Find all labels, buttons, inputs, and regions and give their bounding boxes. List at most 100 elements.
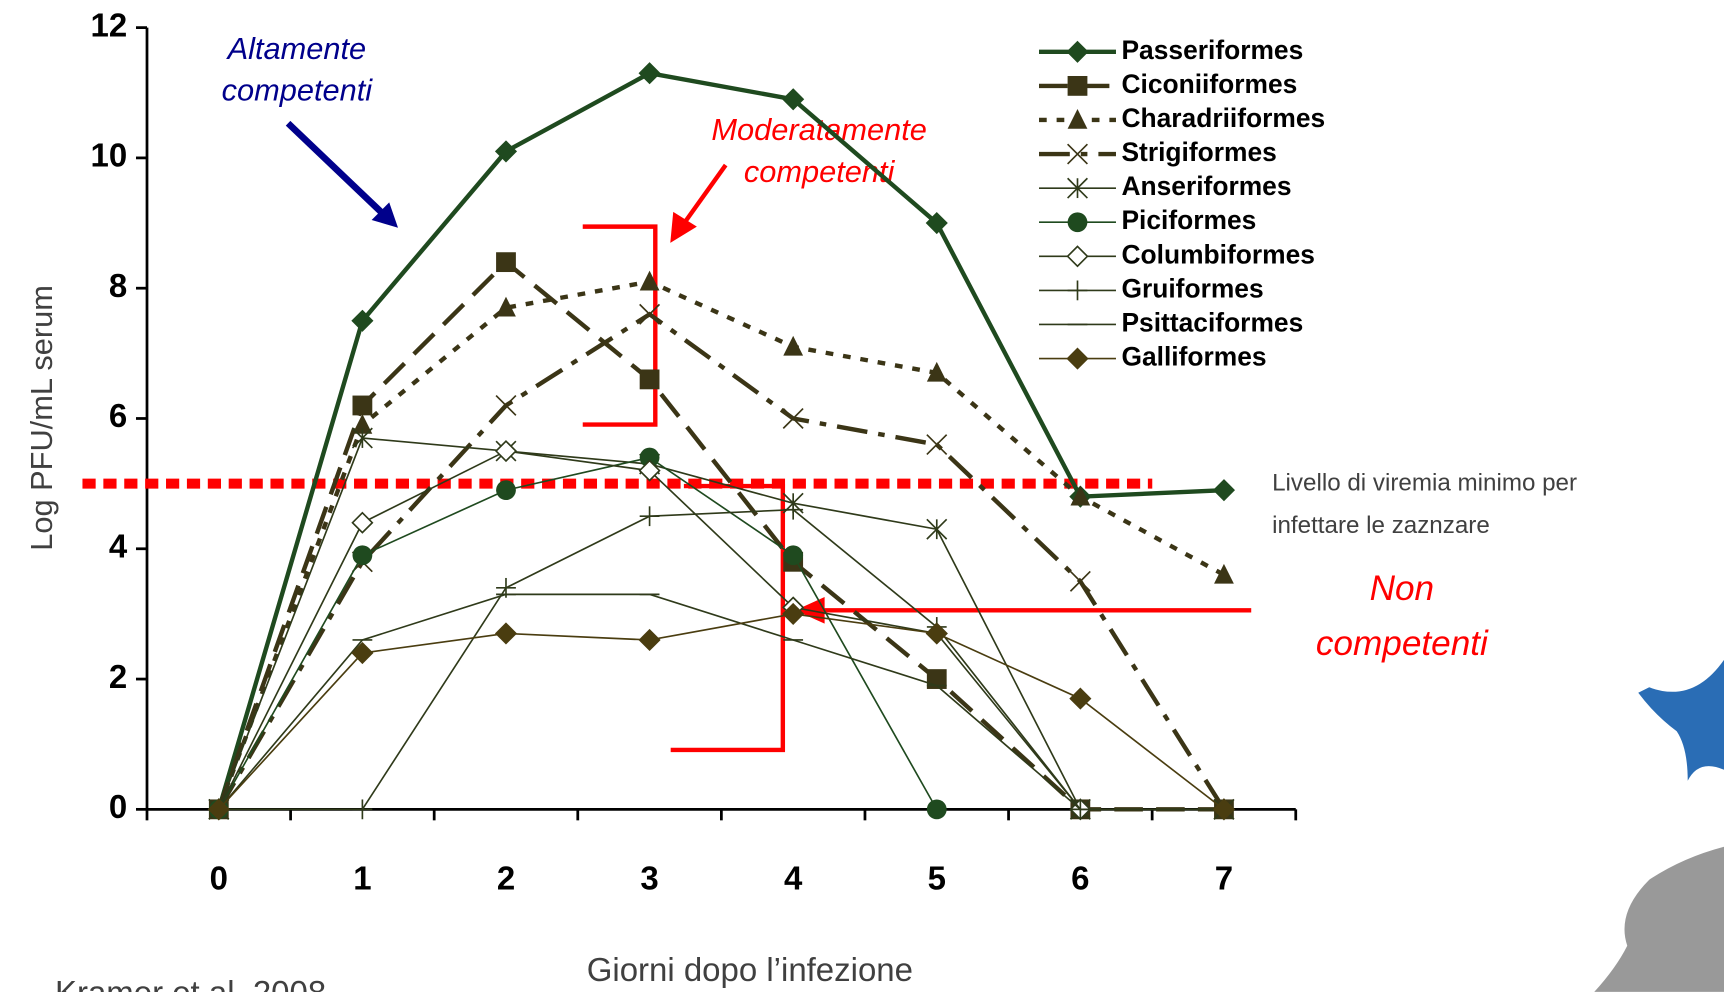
x-tick-label: 4: [784, 860, 803, 897]
data-point-part: [496, 480, 516, 501]
legend-label: Passeriformes: [1121, 35, 1303, 65]
series-line: [218, 437, 1224, 811]
data-point-part: [926, 799, 947, 820]
data-point: [639, 270, 660, 291]
y-axis-label: Log PFU/mL serum: [24, 285, 59, 551]
y-tick-label: 0: [109, 788, 127, 825]
data-point-part: [926, 434, 948, 456]
data-point: [352, 395, 373, 416]
data-point: [496, 480, 516, 501]
data-point: [1212, 798, 1236, 821]
legend-marker: [1067, 280, 1088, 301]
data-point-part: [1070, 485, 1091, 506]
data-point: [638, 62, 661, 85]
legend-marker-part: [1066, 245, 1089, 268]
data-point: [782, 88, 805, 111]
legend-label: Galliformes: [1121, 342, 1266, 372]
y-tick-label: 8: [109, 267, 127, 304]
annotation: competenti: [222, 73, 374, 108]
data-point-part: [639, 447, 660, 468]
data-point-part: [1212, 479, 1236, 502]
x-tick-label: 5: [928, 860, 946, 897]
data-point-part: [925, 211, 948, 235]
data-point-part: [783, 335, 804, 356]
data-point-part: [207, 798, 230, 821]
legend-marker-part: [1067, 143, 1088, 165]
data-point: [926, 799, 947, 820]
data-point: [1070, 485, 1091, 506]
data-point: [638, 628, 661, 652]
data-point: [926, 361, 947, 382]
legend-label: Anseriformes: [1121, 171, 1291, 201]
x-tick-label: 0: [210, 860, 228, 897]
data-point-part: [494, 622, 518, 645]
legend-marker: [1067, 108, 1088, 129]
data-point-part: [782, 88, 805, 111]
series-line: [218, 456, 938, 810]
data-point: [352, 799, 373, 820]
legend-label: Psittaciformes: [1121, 307, 1303, 337]
y-tick-label: 4: [109, 527, 128, 564]
data-point-part: [782, 408, 804, 429]
data-point-part: [496, 296, 516, 317]
data-point: [925, 211, 948, 235]
data-point-part: [638, 62, 661, 85]
source: Kramer et al. 2008: [55, 974, 326, 992]
data-point: [351, 511, 374, 534]
data-point-part: [638, 628, 661, 652]
legend-marker: [1067, 75, 1088, 96]
data-point: [783, 335, 804, 356]
data-point: [496, 252, 516, 273]
annotation: competenti: [744, 154, 896, 189]
y-tick-label: 2: [109, 658, 127, 695]
data-point-part: [783, 545, 804, 566]
legend-marker: [1066, 347, 1089, 370]
data-point: [639, 447, 660, 468]
data-point: [782, 602, 805, 625]
data-point-part: [494, 140, 518, 163]
data-point: [1214, 563, 1234, 584]
data-point: [1069, 687, 1092, 710]
data-point: [494, 439, 518, 463]
data-point: [925, 622, 948, 645]
data-point: [494, 622, 518, 645]
animal-icon: [1594, 846, 1724, 992]
legend-marker: [1066, 40, 1089, 63]
legend-marker: [1066, 245, 1089, 268]
legend-marker: [1067, 212, 1088, 233]
blue-arrow: [285, 120, 399, 228]
data-point: [639, 369, 660, 390]
data-point: [639, 303, 661, 325]
annotation: Altamente: [226, 31, 367, 66]
y-tick-label: 6: [109, 397, 127, 434]
data-point-part: [782, 602, 805, 625]
y-tick-label: 10: [91, 137, 128, 174]
data-point: [926, 434, 948, 456]
legend-marker: [1067, 177, 1088, 199]
series-line: [218, 593, 1224, 811]
data-point-part: [925, 622, 948, 645]
data-point-part: [639, 303, 661, 325]
data-point-part: [351, 641, 374, 665]
data-point: [783, 499, 804, 520]
series-line: [216, 259, 1224, 812]
legend-label: Columbiformes: [1121, 239, 1314, 269]
legend-label: Ciconiiformes: [1121, 69, 1297, 99]
data-point-part: [639, 270, 660, 291]
series-line: [216, 70, 1225, 810]
data-point: [496, 296, 516, 317]
data-point-part: [352, 395, 373, 416]
data-point-part: [351, 309, 374, 332]
data-point: [1069, 570, 1091, 592]
x-tick-label: 6: [1071, 860, 1089, 897]
legend-marker-part: [1067, 108, 1088, 129]
data-point: [926, 518, 948, 540]
annotation: competenti: [1316, 624, 1489, 663]
x-tick-label: 7: [1215, 860, 1233, 897]
data-point-part: [926, 361, 947, 382]
data-point-part: [351, 511, 374, 534]
data-point: [351, 641, 374, 665]
legend-label: Gruiformes: [1121, 273, 1263, 303]
data-point: [351, 427, 373, 449]
